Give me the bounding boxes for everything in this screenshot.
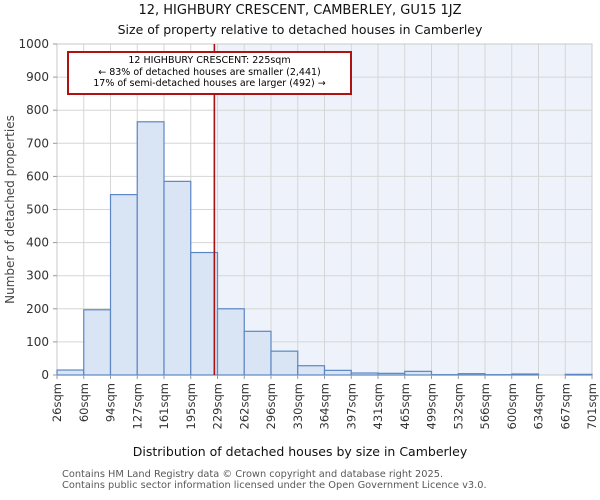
x-tick-label: 431sqm [371,383,385,429]
histogram-bar [243,330,272,376]
y-tick-label: 600 [26,169,49,183]
y-tick-label: 400 [26,236,49,250]
y-tick-label: 200 [26,302,49,316]
subject-property-annotation-box: 12 HIGHBURY CRESCENT: 225sqm ← 83% of de… [67,51,352,95]
y-tick-label: 700 [26,136,49,150]
footer-attribution-line-1: Contains HM Land Registry data © Crown c… [62,469,444,480]
histogram-bar [190,251,219,376]
y-tick-label: 500 [26,203,49,217]
histogram-bar [457,373,486,376]
x-tick-label: 532sqm [451,383,465,429]
y-tick-label: 300 [26,269,49,283]
y-tick-label: 800 [26,103,49,117]
histogram-bar [350,372,379,376]
x-tick-label: 161sqm [157,383,171,429]
x-tick-label: 397sqm [344,383,358,429]
annotation-line-2: ← 83% of detached houses are smaller (2,… [98,66,321,78]
footer-attribution-line-2: Contains public sector information licen… [62,480,487,491]
histogram-bar [323,369,352,376]
histogram-bar [216,308,245,376]
x-tick-label: 296sqm [264,383,278,429]
x-tick-label: 499sqm [425,383,439,429]
chart-title: 12, HIGHBURY CRESCENT, CAMBERLEY, GU15 1… [138,3,462,18]
x-tick-label: 127sqm [130,383,144,429]
x-tick-label: 465sqm [398,383,412,429]
histogram-bar [56,369,85,376]
x-tick-label: 330sqm [291,383,305,429]
x-tick-label: 364sqm [318,383,332,429]
y-axis-title: Number of detached properties [3,115,17,304]
histogram-bar [136,121,165,376]
x-tick-label: 262sqm [237,383,251,429]
y-tick-label: 0 [41,368,49,382]
x-tick-label: 195sqm [184,383,198,429]
chart-subtitle: Size of property relative to detached ho… [117,22,483,37]
x-axis-title: Distribution of detached houses by size … [132,444,468,459]
y-tick-label: 1000 [18,37,49,51]
x-tick-label: 26sqm [50,383,64,422]
x-tick-label: 667sqm [558,383,572,429]
x-tick-label: 634sqm [532,383,546,429]
histogram-bar [270,350,299,376]
histogram-bar [511,373,540,376]
x-tick-label: 566sqm [478,383,492,429]
y-tick-label: 100 [26,335,49,349]
histogram-bar [564,373,593,376]
annotation-line-3: 17% of semi-detached houses are larger (… [93,78,326,89]
histogram-bar [297,365,326,376]
x-tick-label: 600sqm [505,383,519,429]
histogram-bar [163,180,192,376]
x-tick-label: 229sqm [211,383,225,429]
x-tick-label: 94sqm [104,383,118,422]
x-tick-label: 701sqm [585,383,599,429]
x-tick-label: 60sqm [77,383,91,422]
annotation-line-1: 12 HIGHBURY CRESCENT: 225sqm [128,55,291,66]
histogram-bar [109,194,138,376]
histogram-bar [377,372,406,376]
histogram-bar [404,370,433,376]
histogram-bar [83,309,112,376]
y-tick-label: 900 [26,70,49,84]
